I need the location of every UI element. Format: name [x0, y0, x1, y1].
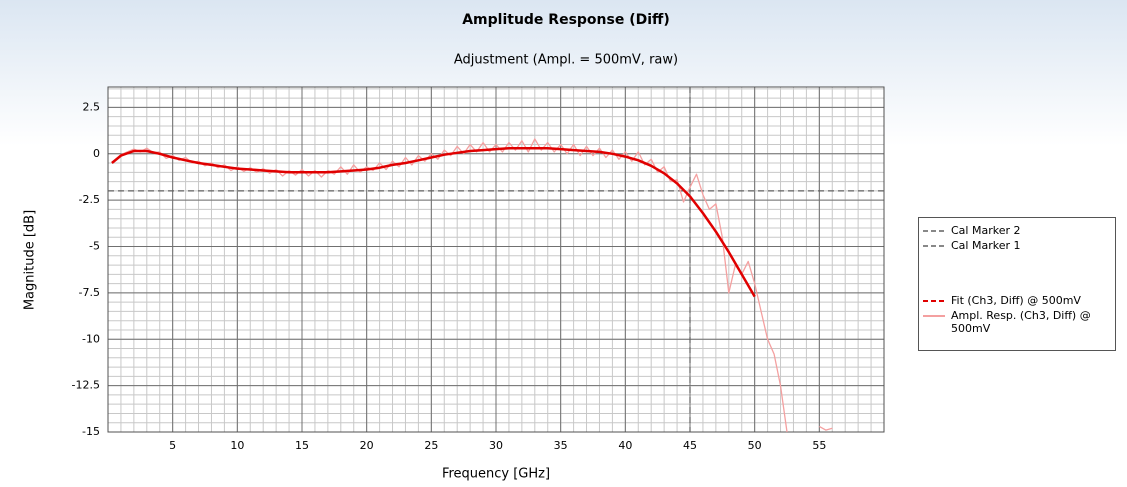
y-tick-label: -15 — [82, 425, 100, 438]
legend-entry: Cal Marker 1 — [923, 239, 1111, 252]
legend-swatch — [923, 315, 945, 317]
series-line — [111, 146, 756, 298]
x-tick-label: 15 — [295, 439, 309, 452]
x-axis-label: Frequency [GHz] — [442, 467, 550, 482]
chart-title: Amplitude Response (Diff) — [462, 12, 670, 28]
x-tick-label: 30 — [489, 439, 503, 452]
x-tick-label: 5 — [169, 439, 176, 452]
legend-swatch — [923, 230, 945, 232]
x-tick-label: 45 — [683, 439, 697, 452]
legend-swatch — [923, 300, 945, 302]
x-tick-label: 50 — [748, 439, 762, 452]
x-tick-label: 55 — [812, 439, 826, 452]
x-tick-label: 25 — [424, 439, 438, 452]
plot-border — [107, 86, 885, 433]
legend-label: Ampl. Resp. (Ch3, Diff) @ 500mV — [951, 309, 1091, 335]
y-tick-label: -7.5 — [79, 286, 100, 299]
legend-entry: Cal Marker 2 — [923, 224, 1111, 237]
y-tick-label: 2.5 — [83, 100, 101, 113]
y-tick-label: -10 — [82, 332, 100, 345]
x-tick-label: 40 — [618, 439, 632, 452]
legend-entry: Fit (Ch3, Diff) @ 500mV — [923, 294, 1111, 307]
x-tick-label: 35 — [554, 439, 568, 452]
y-tick-label: -12.5 — [72, 379, 100, 392]
legend-label: Fit (Ch3, Diff) @ 500mV — [951, 294, 1081, 307]
y-axis-label: Magnitude [dB] — [23, 210, 38, 310]
legend-entry: Ampl. Resp. (Ch3, Diff) @ 500mV — [923, 309, 1111, 335]
chart-subtitle: Adjustment (Ampl. = 500mV, raw) — [454, 53, 678, 68]
y-tick-label: -5 — [89, 240, 100, 253]
x-tick-label: 10 — [230, 439, 244, 452]
legend-swatch — [923, 245, 945, 247]
y-tick-label: 0 — [93, 147, 100, 160]
legend: Cal Marker 2 Cal Marker 1 Fit (Ch3, Diff) … — [918, 217, 1116, 351]
legend-label: Cal Marker 1 — [951, 239, 1021, 252]
legend-label: Cal Marker 2 — [951, 224, 1021, 237]
x-tick-label: 20 — [360, 439, 374, 452]
y-tick-label: -2.5 — [79, 193, 100, 206]
